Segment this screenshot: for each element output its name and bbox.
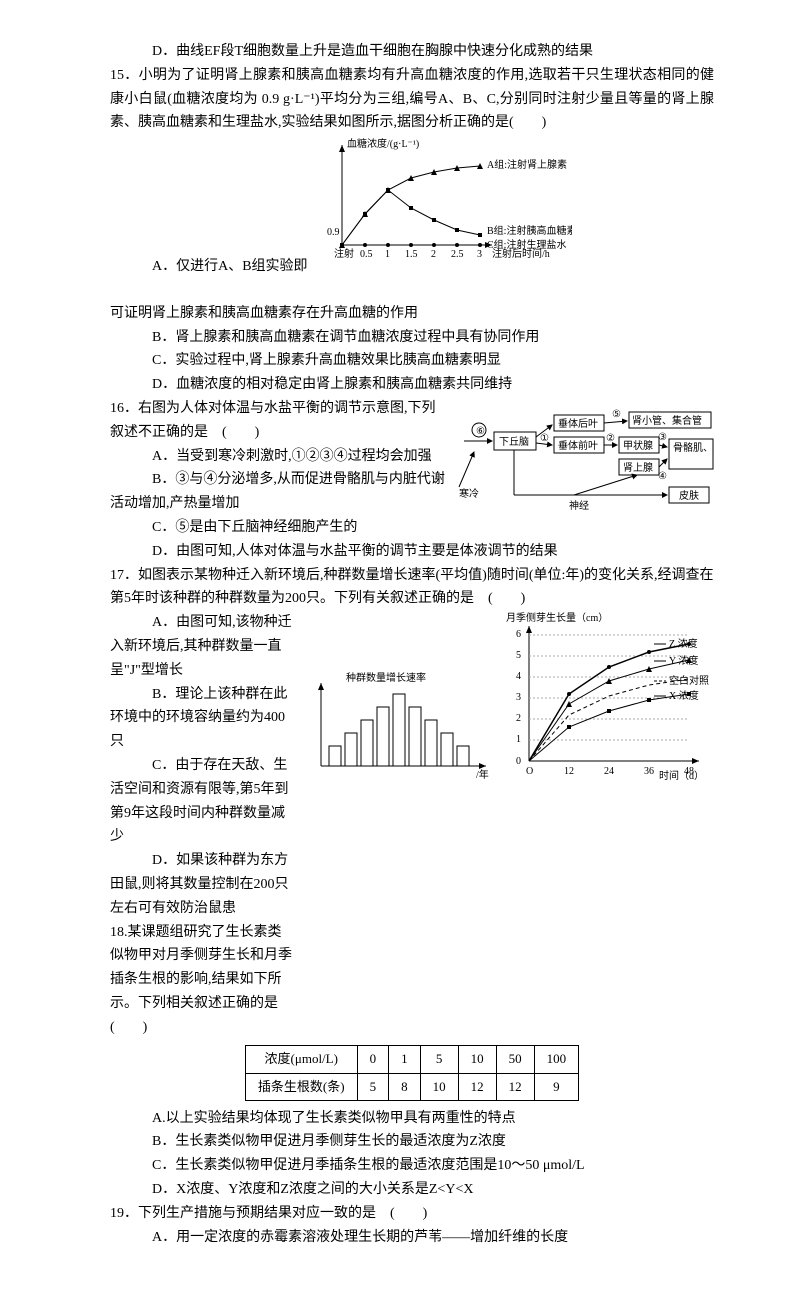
q18-opt-d: D．X浓度、Y浓度和Z浓度之间的大小关系是Z<Y<X [110, 1178, 714, 1202]
svg-text:种群数量增长速率: 种群数量增长速率 [346, 671, 426, 684]
q15-opt-c: C．实验过程中,肾上腺素升高血糖效果比胰高血糖素明显 [110, 349, 714, 373]
q15-chart: 血糖浓度/(g·L⁻¹) 0.9 A组:注射肾上腺素 B组:注射胰高血糖素 C组… [312, 135, 572, 279]
svg-text:0.9: 0.9 [327, 227, 340, 238]
q16-opt-a: A．当受到寒冷刺激时,①②③④过程均会加强 [110, 445, 448, 469]
svg-text:皮肤: 皮肤 [679, 489, 699, 502]
q16-stem: 16．右图为人体对体温与水盐平衡的调节示意图,下列叙述不正确的是 ( ) [110, 397, 448, 445]
svg-text:下丘脑: 下丘脑 [499, 435, 529, 448]
q17-opt-c: C．由于存在天敌、生活空间和资源有限等,第5年到第9年这段时间内种群数量减少 [110, 754, 293, 849]
svg-text:24: 24 [604, 766, 614, 777]
q16-diagram: 下丘脑 垂体后叶 垂体前叶 甲状腺 肾上腺 肾小管、集合管 骨骼肌、内脏 皮肤 … [454, 397, 714, 526]
q18-opt-b: B．生长素类似物甲促进月季侧芽生长的最适浓度为Z浓度 [110, 1130, 714, 1154]
svg-text:月季侧芽生长量（cm）: 月季侧芽生长量（cm） [506, 611, 608, 624]
svg-text:/年: /年 [476, 768, 489, 781]
svg-text:2.5: 2.5 [451, 249, 464, 260]
svg-text:⑥: ⑥ [476, 426, 485, 437]
svg-text:O: O [526, 766, 533, 777]
q17-q18-charts: 种群数量增长速率 /年 月季侧芽生长量（cm） [301, 611, 715, 790]
svg-text:肾上腺: 肾上腺 [623, 461, 653, 474]
q15-stem: 15．小明为了证明肾上腺素和胰高血糖素均有升高血糖浓度的作用,选取若干只生理状态… [110, 64, 714, 135]
svg-text:1.5: 1.5 [405, 249, 418, 260]
q18-opt-a: A.以上实验结果均体现了生长素类似物甲具有两重性的特点 [110, 1107, 714, 1131]
q19-opt-a: A．用一定浓度的赤霉素溶液处理生长期的芦苇——增加纤维的长度 [110, 1226, 714, 1250]
svg-text:2: 2 [431, 249, 436, 260]
svg-text:注射后时间/h: 注射后时间/h [492, 247, 550, 260]
q15-opt-a-left: A．仅进行A、B组实验即 [110, 255, 312, 279]
svg-text:甲状腺: 甲状腺 [623, 439, 653, 452]
q18-stem: 18.某课题组研究了生长素类似物甲对月季侧芽生长和月季插条生根的影响,结果如下所… [110, 921, 293, 1040]
svg-text:寒冷: 寒冷 [459, 487, 479, 500]
svg-text:0.5: 0.5 [360, 249, 373, 260]
svg-text:4: 4 [516, 671, 521, 682]
svg-text:时间（d）: 时间（d） [659, 769, 704, 781]
q15-opt-b: B．肾上腺素和胰高血糖素在调节血糖浓度过程中具有协同作用 [110, 326, 714, 350]
q14-option-d: D．曲线EF段T细胞数量上升是造血干细胞在胸腺中快速分化成熟的结果 [110, 40, 714, 64]
svg-text:0: 0 [516, 756, 521, 767]
svg-text:X 浓度: X 浓度 [669, 689, 699, 702]
svg-text:2: 2 [516, 713, 521, 724]
svg-text:空白对照: 空白对照 [669, 674, 709, 687]
q17-opt-d: D．如果该种群为东方田鼠,则将其数量控制在200只左右可有效防治鼠患 [110, 849, 293, 920]
svg-text:③: ③ [658, 432, 667, 443]
svg-text:1: 1 [516, 734, 521, 745]
svg-text:垂体后叶: 垂体后叶 [558, 418, 598, 430]
svg-text:3: 3 [516, 692, 521, 703]
svg-text:12: 12 [564, 766, 574, 777]
svg-text:神经: 神经 [569, 499, 589, 512]
svg-text:B组:注射胰高血糖素: B组:注射胰高血糖素 [487, 224, 572, 237]
q17-opt-a: A．由图可知,该物种迁入新环境后,其种群数量一直呈"J"型增长 [110, 611, 293, 682]
svg-text:36: 36 [644, 766, 654, 777]
svg-text:6: 6 [516, 629, 521, 640]
svg-text:1: 1 [385, 249, 390, 260]
q16-opt-d: D．由图可知,人体对体温与水盐平衡的调节主要是体液调节的结果 [110, 540, 714, 564]
q18-table: 浓度(μmol/L) 015 1050100 插条生根数(条) 5810 121… [245, 1045, 579, 1100]
svg-text:Y 浓度: Y 浓度 [669, 654, 698, 667]
svg-text:注射: 注射 [334, 247, 354, 260]
q18-opt-c: C．生长素类似物甲促进月季插条生根的最适浓度范围是10～50 μmol/L [110, 1154, 714, 1178]
q19-stem: 19．下列生产措施与预期结果对应一致的是 ( ) [110, 1202, 714, 1226]
q17-stem: 17．如图表示某物种迁入新环境后,种群数量增长速率(平均值)随时间(单位:年)的… [110, 564, 714, 612]
svg-text:A组:注射肾上腺素: A组:注射肾上腺素 [487, 158, 567, 171]
q15-optA-wrap: 可证明肾上腺素和胰高血糖素存在升高血糖的作用 [110, 302, 714, 326]
svg-text:Z 浓度: Z 浓度 [669, 637, 698, 650]
svg-text:②: ② [606, 433, 615, 444]
q16-opt-c: C．⑤是由下丘脑神经细胞产生的 [110, 516, 448, 540]
q17-opt-b: B．理论上该种群在此环境中的环境容纳量约为400只 [110, 683, 293, 754]
svg-text:⑤: ⑤ [612, 409, 621, 420]
svg-text:3: 3 [477, 249, 482, 260]
q16-opt-b: B．③与④分泌增多,从而促进骨骼肌与内脏代谢活动增加,产热量增加 [110, 468, 448, 516]
svg-text:5: 5 [516, 650, 521, 661]
svg-text:肾小管、集合管: 肾小管、集合管 [632, 414, 702, 427]
svg-text:④: ④ [658, 471, 667, 482]
svg-text:①: ① [540, 433, 549, 444]
svg-text:骨骼肌、内脏: 骨骼肌、内脏 [673, 441, 714, 454]
q15-opt-d: D．血糖浓度的相对稳定由肾上腺素和胰高血糖素共同维持 [110, 373, 714, 397]
svg-text:垂体前叶: 垂体前叶 [558, 439, 598, 452]
svg-text:血糖浓度/(g·L⁻¹): 血糖浓度/(g·L⁻¹) [347, 137, 419, 150]
